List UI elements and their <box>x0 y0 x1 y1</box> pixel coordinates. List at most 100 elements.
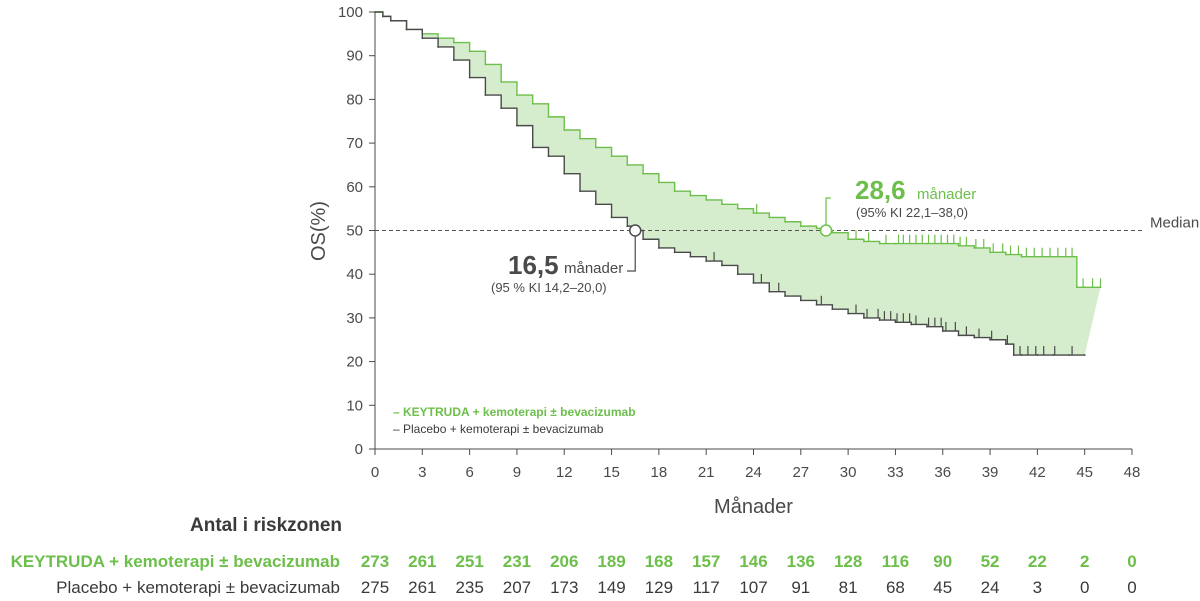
y-tick-label: 30 <box>346 310 363 327</box>
y-axis-title: OS(%) <box>308 201 330 261</box>
keytruda-point <box>1052 255 1055 258</box>
keytruda-point <box>516 94 518 96</box>
risk-cell: 91 <box>791 578 811 597</box>
risk-cell: 173 <box>550 578 579 597</box>
keytruda-median-value: 28,6 <box>855 175 906 205</box>
placebo-point <box>768 290 771 293</box>
y-tick-label: 70 <box>346 135 363 152</box>
placebo-point <box>610 216 613 219</box>
placebo-point <box>1004 343 1007 346</box>
x-tick-label: 36 <box>934 464 951 481</box>
placebo-point <box>437 46 439 48</box>
keytruda-point <box>768 216 771 219</box>
risk-row-label: KEYTRUDA + kemoterapi ± bevacizumab <box>10 552 340 571</box>
placebo-point <box>484 94 487 96</box>
risk-cell: 22 <box>1027 552 1047 571</box>
placebo-point <box>910 323 913 326</box>
y-tick-label: 80 <box>346 91 363 108</box>
risk-cell: 116 <box>881 552 910 571</box>
placebo-point <box>500 107 503 110</box>
keytruda-point <box>847 238 850 241</box>
keytruda-point <box>1068 255 1070 258</box>
x-tick-label: 30 <box>840 464 857 481</box>
x-tick-label: 24 <box>745 464 762 481</box>
placebo-point <box>1068 354 1070 356</box>
y-tick-label: 40 <box>346 266 363 283</box>
placebo-median-unit: månader <box>564 260 623 277</box>
keytruda-median-marker <box>819 224 833 237</box>
risk-table-title: Antal i riskzonen <box>190 515 343 536</box>
risk-cell: 206 <box>550 552 579 571</box>
placebo-point <box>752 282 755 284</box>
survival-curves <box>374 11 1102 356</box>
risk-cell: 136 <box>786 552 815 571</box>
x-tick-label: 3 <box>418 464 426 481</box>
median-label: Median <box>1150 215 1199 232</box>
placebo-point <box>1083 354 1086 356</box>
risk-cell: 129 <box>644 578 674 597</box>
placebo-point <box>381 15 384 18</box>
placebo-point <box>1012 354 1015 356</box>
placebo-point <box>657 247 660 249</box>
difference-shading <box>375 12 1101 356</box>
risk-cell: 68 <box>885 578 905 597</box>
y-tick-label: 50 <box>346 223 363 240</box>
keytruda-point <box>752 212 755 214</box>
keytruda-point <box>784 220 786 223</box>
placebo-point <box>468 76 471 79</box>
y-tick-label: 10 <box>346 397 363 414</box>
placebo-point <box>989 338 991 341</box>
placebo-median-marker <box>628 224 642 237</box>
placebo-point <box>389 19 392 22</box>
keytruda-point <box>594 146 597 149</box>
risk-cell: 0 <box>1079 578 1090 597</box>
placebo-point <box>579 190 581 193</box>
keytruda-point <box>452 41 455 44</box>
risk-cell: 251 <box>455 552 484 571</box>
placebo-point <box>547 155 550 158</box>
placebo-point <box>1036 354 1039 356</box>
keytruda-point <box>862 240 865 243</box>
x-tick-label: 18 <box>651 464 668 481</box>
difference-band <box>375 12 1101 356</box>
placebo-point <box>452 59 455 61</box>
x-tick-label: 12 <box>556 464 573 481</box>
x-tick-label: 45 <box>1076 464 1093 481</box>
placebo-point <box>941 330 944 332</box>
keytruda-point <box>484 63 487 66</box>
placebo-point <box>926 325 928 328</box>
placebo-point <box>1052 354 1055 356</box>
x-axis-title: Månader <box>714 496 793 518</box>
risk-cell: 275 <box>360 578 390 597</box>
keytruda-point <box>941 242 944 245</box>
placebo-point <box>736 273 739 276</box>
placebo-median-value: 16,5 <box>508 250 559 280</box>
x-tick-label: 6 <box>465 464 473 481</box>
placebo-point <box>862 317 865 319</box>
x-tick-label: 27 <box>792 464 809 481</box>
keytruda-median-ci: (95% KI 22,1–38,0) <box>856 205 968 220</box>
keytruda-point <box>1083 286 1086 289</box>
risk-cell: 261 <box>408 578 437 597</box>
placebo-point <box>1020 354 1023 356</box>
placebo-point <box>957 334 960 337</box>
placebo-point <box>405 28 408 31</box>
risk-cell: 168 <box>644 552 674 571</box>
keytruda-point <box>878 242 881 245</box>
risk-cell: 231 <box>502 552 532 571</box>
y-tick-label: 100 <box>338 4 363 21</box>
median-reference-line: Median <box>375 215 1199 232</box>
risk-cell: 0 <box>1127 552 1137 571</box>
keytruda-point <box>1020 255 1023 258</box>
keytruda-point <box>689 194 692 197</box>
keytruda-median-leader <box>825 197 831 226</box>
risk-cell: 81 <box>838 578 858 597</box>
placebo-point <box>563 172 566 175</box>
y-tick-label: 0 <box>355 441 363 458</box>
keytruda-point <box>626 164 629 166</box>
x-tick-label: 33 <box>887 464 904 481</box>
placebo-median-ci: (95 % KI 14,2–20,0) <box>491 280 607 295</box>
x-tick-label: 9 <box>513 464 521 481</box>
keytruda-point <box>500 81 503 83</box>
keytruda-point <box>989 251 991 254</box>
